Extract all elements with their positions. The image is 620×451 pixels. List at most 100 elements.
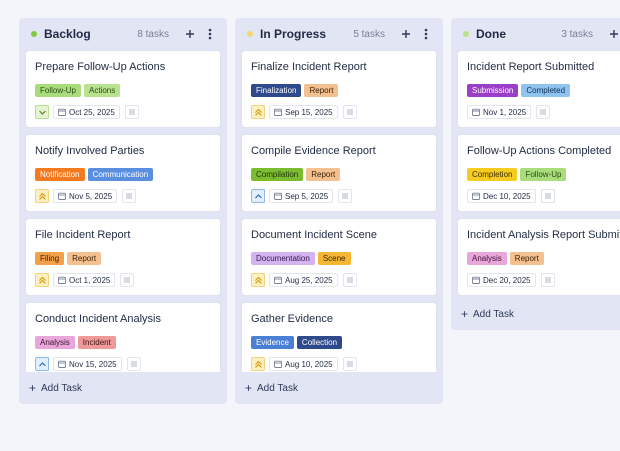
plus-icon: + (245, 381, 253, 395)
task-title: Compile Evidence Report (251, 145, 376, 157)
task-card[interactable]: Incident Report Submitted Submission Compl… (457, 50, 620, 128)
tag-label: Evidence (251, 336, 294, 349)
calendar-icon (58, 360, 69, 368)
tag-label: Filing (35, 252, 65, 265)
due-date[interactable]: Dec 10, 2025 (467, 189, 536, 203)
due-date[interactable]: Sep 15, 2025 (269, 105, 338, 119)
priority-high-icon[interactable] (251, 357, 265, 371)
add-task-label: Add Task (41, 382, 82, 394)
due-date[interactable]: Nov 5, 2025 (53, 189, 118, 203)
add-icon[interactable] (607, 27, 620, 41)
task-title: Finalize Incident Report (251, 61, 367, 73)
tag-label: Finalization (251, 84, 302, 97)
task-count: 8 tasks (137, 28, 169, 40)
tag-list: Finalization Report (251, 84, 427, 97)
card-meta: Nov 1, 2025 (467, 105, 620, 119)
priority-high-icon[interactable] (251, 105, 265, 119)
tag-label: Completion (467, 168, 518, 181)
task-card[interactable]: Notify Involved Parties Notification Commu… (25, 134, 221, 212)
task-title: Incident Analysis Report Submitted (467, 229, 620, 241)
calendar-icon (58, 192, 69, 200)
due-date-text: Aug 25, 2025 (285, 275, 333, 285)
calendar-icon (472, 276, 483, 284)
due-date[interactable]: Nov 15, 2025 (53, 357, 122, 371)
description-icon[interactable] (338, 189, 353, 203)
description-icon[interactable] (540, 273, 555, 287)
task-card[interactable]: Gather Evidence Evidence Collection Aug 10,… (241, 302, 437, 380)
task-count: 5 tasks (353, 28, 385, 40)
due-date-text: Nov 15, 2025 (69, 359, 117, 369)
task-card[interactable]: Conduct Incident Analysis Analysis Inciden… (25, 302, 221, 380)
calendar-icon (58, 108, 69, 116)
task-card[interactable]: Document Incident Scene Documentation Scen… (241, 218, 437, 296)
tag-label: Submission (467, 84, 519, 97)
task-card[interactable]: File Incident Report Filing Report Oct 1, 2… (25, 218, 221, 296)
card-meta: Dec 10, 2025 (467, 189, 620, 203)
description-icon[interactable] (120, 273, 135, 287)
column-title: Done (476, 27, 506, 41)
due-date-text: Sep 15, 2025 (285, 107, 333, 117)
due-date[interactable]: Aug 25, 2025 (269, 273, 338, 287)
task-card[interactable]: Follow-Up Actions Completed Completion Fol… (457, 134, 620, 212)
priority-high-icon[interactable] (35, 273, 49, 287)
tag-list: Follow-Up Actions (35, 84, 211, 97)
card-list: Finalize Incident Report Finalization Repo… (235, 50, 443, 380)
task-count: 3 tasks (561, 28, 593, 40)
add-icon[interactable] (399, 27, 413, 41)
description-icon[interactable] (536, 105, 551, 119)
status-dot (247, 31, 253, 37)
priority-high-icon[interactable] (251, 273, 265, 287)
priority-medium-icon[interactable] (251, 189, 265, 203)
tag-label: Communication (87, 168, 154, 181)
description-icon[interactable] (122, 189, 137, 203)
description-icon[interactable] (126, 357, 141, 371)
description-icon[interactable] (124, 105, 139, 119)
task-card[interactable]: Compile Evidence Report Compilation Report… (241, 134, 437, 212)
priority-low-icon[interactable] (35, 105, 49, 119)
calendar-icon (274, 108, 285, 116)
add-task-button[interactable]: + Add Task (19, 372, 227, 404)
tag-list: Submission Completed (467, 84, 620, 97)
card-meta: Nov 5, 2025 (35, 189, 211, 203)
card-meta: Aug 10, 2025 (251, 357, 427, 371)
description-icon[interactable] (540, 189, 555, 203)
calendar-icon (274, 276, 285, 284)
column-done: Done 3 tasks Incident Report Submitted Subm… (451, 18, 620, 330)
description-icon[interactable] (342, 273, 357, 287)
add-icon[interactable] (183, 27, 197, 41)
task-title: Prepare Follow-Up Actions (35, 61, 166, 73)
due-date[interactable]: Oct 1, 2025 (53, 273, 116, 287)
description-icon[interactable] (342, 357, 357, 371)
more-options-icon[interactable] (419, 27, 433, 41)
task-title: Document Incident Scene (251, 229, 377, 241)
tag-label: Analysis (35, 336, 75, 349)
tag-list: Notification Communication (35, 168, 211, 181)
add-task-button[interactable]: + Add Task (235, 372, 443, 404)
task-card[interactable]: Finalize Incident Report Finalization Repo… (241, 50, 437, 128)
task-title: Conduct Incident Analysis (35, 313, 161, 325)
more-options-icon[interactable] (203, 27, 217, 41)
due-date[interactable]: Sep 5, 2025 (269, 189, 334, 203)
tag-label: Compilation (251, 168, 304, 181)
priority-high-icon[interactable] (35, 189, 49, 203)
due-date[interactable]: Aug 10, 2025 (269, 357, 338, 371)
tag-label: Report (306, 168, 341, 181)
description-icon[interactable] (342, 105, 357, 119)
add-task-button[interactable]: + Add Task (451, 298, 620, 330)
column-backlog: Backlog 8 tasks Prepare Follow-Up Actions F… (19, 18, 227, 404)
tag-label: Follow-Up (520, 168, 567, 181)
due-date-text: Oct 1, 2025 (69, 275, 111, 285)
due-date-text: Nov 5, 2025 (69, 191, 113, 201)
column-header: Done 3 tasks (451, 18, 620, 50)
column-title: In Progress (260, 27, 327, 41)
task-card[interactable]: Incident Analysis Report Submitted Analys… (457, 218, 620, 296)
column-header: Backlog 8 tasks (19, 18, 227, 50)
due-date[interactable]: Dec 20, 2025 (467, 273, 536, 287)
calendar-icon (274, 192, 285, 200)
due-date-text: Dec 20, 2025 (483, 275, 531, 285)
priority-medium-icon[interactable] (35, 357, 49, 371)
task-card[interactable]: Prepare Follow-Up Actions Follow-Up Action… (25, 50, 221, 128)
card-meta: Sep 15, 2025 (251, 105, 427, 119)
due-date[interactable]: Nov 1, 2025 (467, 105, 532, 119)
due-date[interactable]: Oct 25, 2025 (53, 105, 120, 119)
